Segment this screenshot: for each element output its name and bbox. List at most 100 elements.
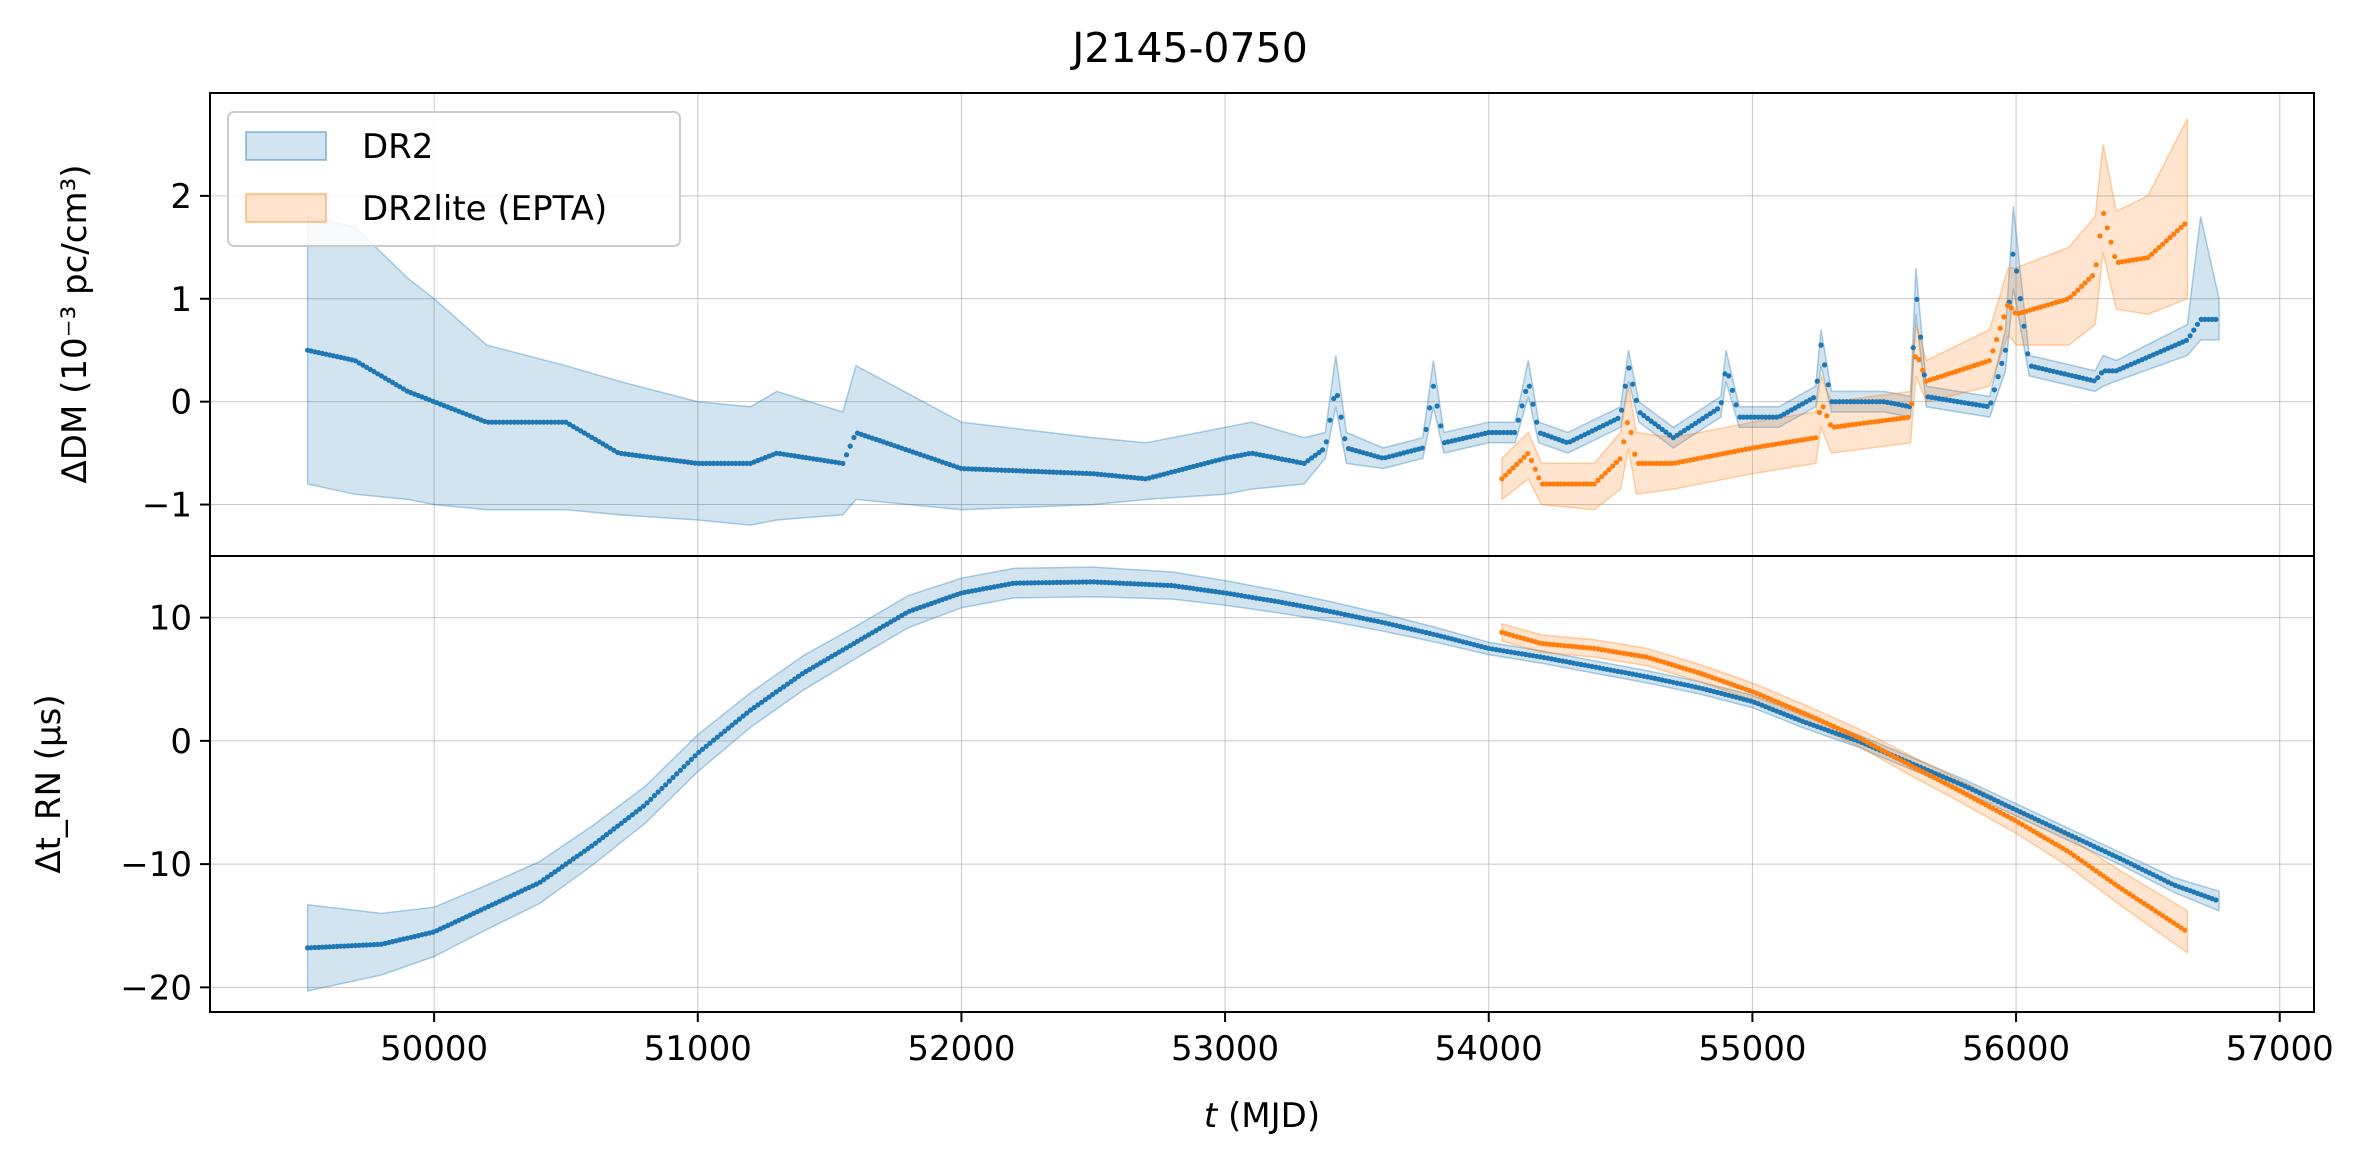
dm-point-dr2 xyxy=(1851,399,1857,405)
dm-point-dr2lite xyxy=(1539,481,1546,487)
dm-point-dr2 xyxy=(1032,468,1038,474)
rn-point-dr2 xyxy=(1098,579,1104,585)
rn-point-dr2 xyxy=(1139,581,1145,587)
dm-point-dr2 xyxy=(1427,405,1433,411)
rn-point-dr2lite xyxy=(2067,850,2073,856)
dm-point-dr2 xyxy=(729,460,735,466)
dm-point-dr2 xyxy=(1859,399,1865,405)
dm-point-dr2lite xyxy=(1658,460,1664,466)
rn-point-dr2 xyxy=(1091,579,1097,585)
dm-point-dr2lite xyxy=(2005,302,2011,309)
dm-point-dr2 xyxy=(1766,414,1772,420)
legend-frame xyxy=(227,111,681,247)
dm-uncertainty-bands xyxy=(306,118,2220,526)
dm-point-dr2lite xyxy=(1576,481,1582,487)
rn-point-dr2 xyxy=(1032,580,1038,586)
dm-point-dr2 xyxy=(1135,475,1141,481)
dm-point-dr2 xyxy=(744,460,750,466)
rn-point-dr2 xyxy=(323,944,329,950)
rn-point-dr2 xyxy=(581,848,588,854)
rn-y-axis-label: Δt_RN (μs) xyxy=(29,694,69,873)
dm-point-dr2lite xyxy=(1562,481,1568,487)
dm-point-dr2lite xyxy=(2008,305,2014,311)
dm-point-dr2 xyxy=(1039,469,1045,475)
rn-point-dr2lite xyxy=(2082,860,2088,866)
dm-point-dr2 xyxy=(1674,432,1680,438)
rn-point-dr2lite xyxy=(1562,643,1568,649)
legend-label-dr2: DR2 xyxy=(362,127,433,167)
dm-point-dr2 xyxy=(1512,429,1518,436)
rn-panel: −20 −10 0 10 Δt_RN (μs) xyxy=(29,555,2315,1013)
dm-point-dr2 xyxy=(2213,316,2219,322)
rn-point-dr2 xyxy=(685,760,691,766)
rn-uncertainty-bands xyxy=(306,566,2220,992)
dm-point-dr2lite xyxy=(1584,481,1590,487)
rn-point-dr2 xyxy=(1039,580,1045,586)
dm-point-dr2 xyxy=(1678,430,1684,436)
x-tick-label: 52000 xyxy=(907,1029,1015,1069)
rn-point-dr2lite xyxy=(2071,852,2077,859)
rn-point-dr2lite xyxy=(2134,896,2140,902)
rn-band-dr2 xyxy=(306,566,2220,992)
dm-point-dr2 xyxy=(1655,424,1662,430)
rn-point-dr2 xyxy=(696,749,702,755)
rn-point-dr2 xyxy=(744,710,750,716)
rn-point-dr2 xyxy=(663,782,669,788)
dm-point-dr2lite xyxy=(1554,481,1560,487)
dm-point-dr2 xyxy=(714,460,720,466)
dm-point-dr2 xyxy=(1870,399,1876,405)
rn-point-dr2 xyxy=(1072,579,1078,585)
dm-point-dr2lite xyxy=(2086,276,2092,282)
rn-point-dr2lite xyxy=(2178,925,2184,931)
x-axis-label-rest: (MJD) xyxy=(1217,1096,1320,1136)
dm-point-dr2 xyxy=(980,466,986,472)
dm-point-dr2 xyxy=(1087,471,1093,477)
x-tick-label: 50000 xyxy=(380,1029,488,1069)
dm-point-dr2 xyxy=(1866,399,1872,405)
dm-point-dr2lite xyxy=(1536,475,1542,481)
rn-point-dr2lite xyxy=(2115,883,2121,890)
dm-point-dr2lite xyxy=(2178,224,2184,230)
dm-point-dr2lite xyxy=(1820,404,1826,410)
rn-point-dr2lite xyxy=(2167,917,2173,924)
rn-point-dr2 xyxy=(603,832,610,838)
dm-point-dr2 xyxy=(1703,413,1710,419)
dm-point-dr2lite xyxy=(2071,291,2077,297)
rn-point-dr2 xyxy=(589,843,595,849)
rn-point-dr2lite xyxy=(2112,881,2118,887)
dm-point-dr2 xyxy=(1309,455,1315,461)
rn-point-dr2 xyxy=(692,753,698,759)
dm-point-dr2 xyxy=(1316,450,1322,456)
dm-point-dr2 xyxy=(1423,426,1429,432)
rn-point-dr2 xyxy=(1120,580,1126,586)
dm-point-dr2 xyxy=(522,419,528,425)
dm-point-dr2 xyxy=(1862,399,1868,405)
dm-point-dr2lite xyxy=(2145,255,2151,261)
dm-point-dr2lite xyxy=(1573,481,1579,487)
dm-point-dr2lite xyxy=(1816,409,1822,416)
rn-point-dr2 xyxy=(788,679,794,685)
dm-point-dr2 xyxy=(1711,408,1717,414)
rn-point-dr2lite xyxy=(2086,863,2092,869)
rn-point-dr2 xyxy=(611,826,617,832)
rn-point-dr2 xyxy=(615,823,621,829)
dm-point-dr2 xyxy=(1733,402,1739,408)
dm-point-dr2 xyxy=(496,419,503,425)
dm-point-dr2 xyxy=(1024,468,1030,474)
dm-point-dr2 xyxy=(696,460,702,466)
dm-point-dr2 xyxy=(1619,407,1625,413)
rn-point-dr2lite xyxy=(2089,865,2096,872)
dm-point-dr2lite xyxy=(1997,325,2003,331)
dm-point-dr2 xyxy=(1312,452,1318,458)
rn-point-dr2lite xyxy=(2126,891,2132,897)
dm-point-dr2 xyxy=(2102,368,2108,374)
dm-point-dr2lite xyxy=(2089,273,2096,279)
rn-point-dr2 xyxy=(703,743,709,749)
rn-point-dr2 xyxy=(751,704,757,711)
dm-point-dr2 xyxy=(984,466,990,473)
rn-point-dr2lite xyxy=(2097,871,2103,877)
dm-point-dr2 xyxy=(1434,403,1440,409)
dm-y-ticks: −1 0 1 2 xyxy=(142,177,210,526)
dm-point-dr2 xyxy=(1050,469,1056,475)
rn-point-dr2 xyxy=(729,722,735,728)
